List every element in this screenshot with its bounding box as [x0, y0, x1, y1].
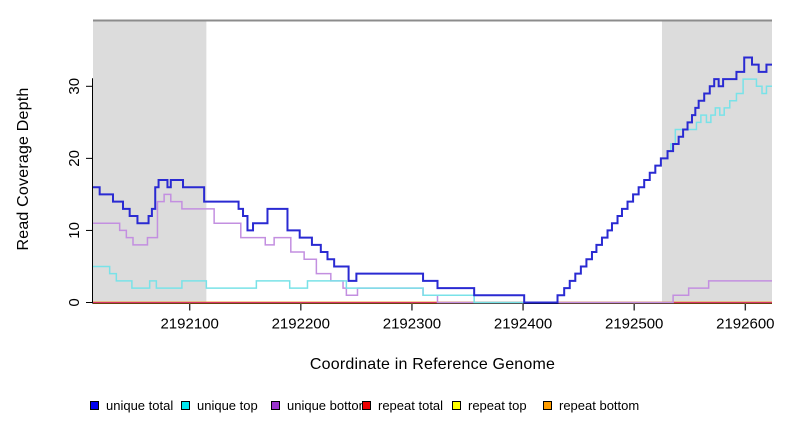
legend-item-repeat-bottom: repeat bottom: [543, 396, 639, 414]
legend-item-repeat-top: repeat top: [452, 396, 527, 414]
x-tick-label: 2192300: [383, 316, 441, 333]
legend-label: repeat top: [468, 397, 527, 413]
x-tick-label: 2192500: [605, 316, 663, 333]
legend-label: repeat bottom: [559, 397, 640, 413]
x-tick-label: 2192400: [494, 316, 552, 333]
unique-top-swatch-icon: [181, 400, 190, 410]
legend-label: unique total: [106, 397, 174, 413]
shaded-region: [661, 20, 772, 303]
legend-item-unique-bottom: unique bottom: [271, 396, 369, 414]
x-tick-label: 2192100: [160, 316, 218, 333]
legend-label: repeat total: [378, 397, 444, 413]
x-axis-title: Coordinate in Reference Genome: [309, 356, 556, 373]
y-axis-title: Read Coverage Depth: [15, 87, 32, 251]
repeat-total-swatch-icon: [362, 400, 371, 410]
unique-total-swatch-icon: [90, 400, 99, 410]
repeat-top-swatch-icon: [452, 400, 461, 410]
legend-label: unique top: [197, 397, 258, 413]
legend-label: unique bottom: [287, 397, 370, 413]
y-tick-label: 0: [66, 298, 83, 306]
shaded-region: [93, 20, 207, 303]
series-line-unique-total: [93, 56, 772, 304]
y-tick-label: 20: [66, 150, 83, 167]
chart-legend: unique total unique top unique bottom re…: [0, 396, 792, 420]
repeat-bottom-swatch-icon: [543, 400, 552, 410]
legend-item-unique-total: unique total: [90, 396, 173, 414]
y-tick-label: 30: [66, 78, 83, 95]
legend-item-unique-top: unique top: [181, 396, 258, 414]
unique-bottom-swatch-icon: [271, 400, 280, 410]
plot-canvas: 0 10 20 30 2192100 2192200 2192300 2192400 21925…: [66, 19, 775, 333]
x-tick-label: 2192600: [716, 316, 774, 333]
legend-item-repeat-total: repeat total: [362, 396, 443, 414]
x-tick-label: 2192200: [272, 316, 330, 333]
y-tick-label: 10: [66, 222, 83, 239]
